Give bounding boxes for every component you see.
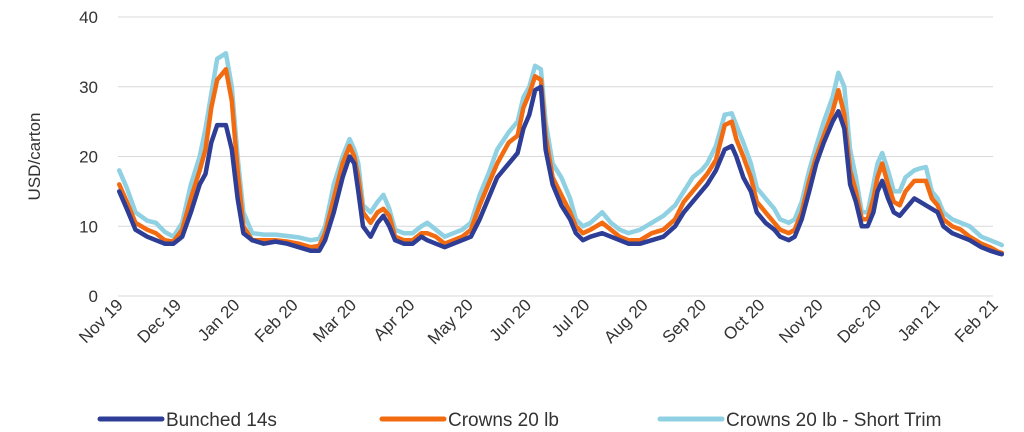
x-tick-label: Jun 20 (486, 295, 536, 345)
y-tick-label: 30 (79, 78, 98, 97)
x-tick-label: Mar 20 (309, 295, 360, 346)
x-tick-label: Jan 21 (894, 295, 944, 345)
x-tick-label: Feb 21 (951, 295, 1002, 346)
gridlines (118, 16, 993, 297)
y-tick-label: 10 (79, 217, 98, 236)
y-axis-title: USD/carton (25, 113, 44, 201)
legend-label-1: Crowns 20 lb (448, 410, 559, 431)
x-tick-label: Apr 20 (370, 295, 419, 344)
series-lines (116, 51, 1005, 257)
x-tick-label: Feb 20 (251, 295, 302, 346)
series-line-2 (116, 51, 1005, 248)
x-tick-label: Jul 20 (548, 295, 594, 341)
legend-label-2: Crowns 20 lb - Short Trim (726, 410, 941, 431)
x-tick-label: Sep 20 (659, 295, 711, 347)
x-tick-label: Dec 19 (134, 295, 186, 347)
x-tick-label: Nov 20 (775, 295, 827, 347)
y-axis-ticks: 0 10 20 30 40 (79, 8, 98, 306)
x-tick-label: May 20 (424, 295, 477, 348)
y-tick-label: 20 (79, 148, 98, 167)
x-tick-label: Dec 20 (834, 295, 886, 347)
series-line-0 (116, 84, 1005, 257)
y-tick-label: 0 (89, 287, 98, 306)
x-axis-ticks: Nov 19 Dec 19 Jan 20 Feb 20 Mar 20 Apr 20 May … (75, 295, 1002, 348)
legend-label-0: Bunched 14s (166, 410, 277, 431)
x-tick-label: Aug 20 (600, 295, 652, 347)
x-tick-label: Jan 20 (194, 295, 244, 345)
y-tick-label: 40 (79, 8, 98, 27)
x-tick-label: Nov 19 (75, 295, 127, 347)
x-tick-label: Oct 20 (720, 295, 769, 344)
legend: Bunched 14s Crowns 20 lb Crowns 20 lb - Sh… (97, 410, 941, 431)
